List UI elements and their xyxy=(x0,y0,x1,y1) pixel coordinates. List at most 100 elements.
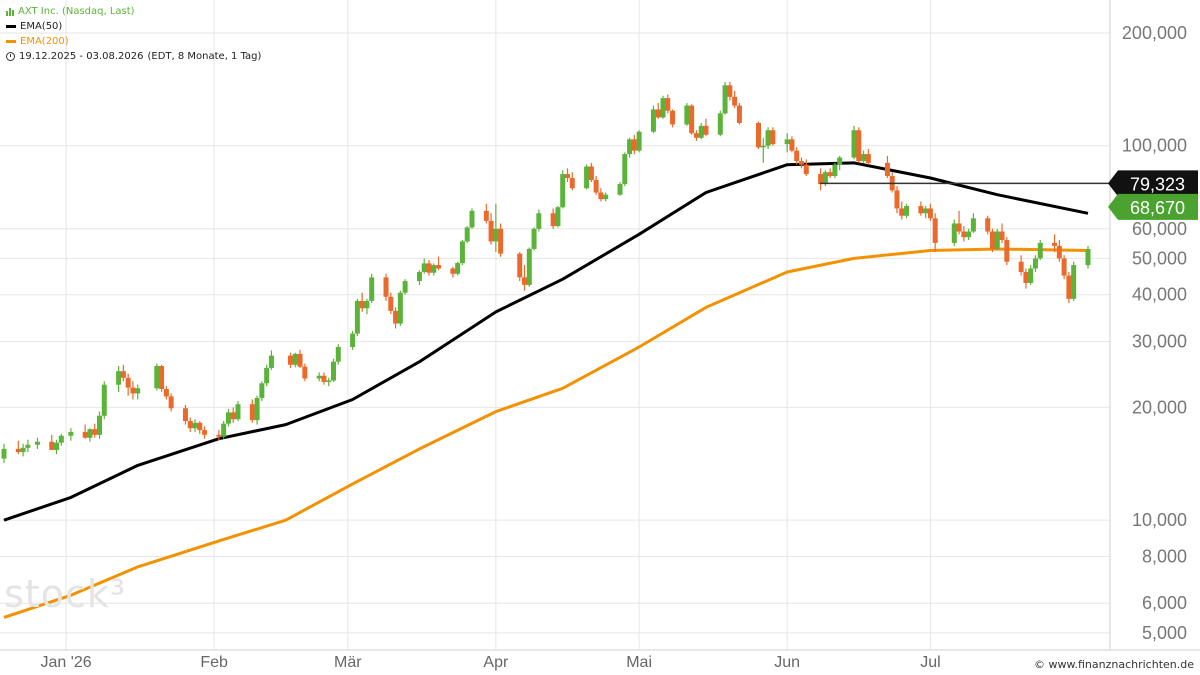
candle-body xyxy=(564,174,570,178)
ema50-last-tag xyxy=(1108,170,1198,197)
candle-body xyxy=(34,441,40,445)
candle-body xyxy=(918,206,924,214)
candle-body xyxy=(865,154,871,163)
candle-body xyxy=(851,130,857,158)
candle-body xyxy=(450,268,456,274)
y-tick-label: 40,000 xyxy=(1132,285,1187,305)
grid xyxy=(0,0,1200,651)
candle-body xyxy=(369,277,375,301)
candle-body xyxy=(292,353,298,365)
candle-body xyxy=(359,300,365,309)
candle-body xyxy=(517,253,523,278)
candle-body xyxy=(87,429,93,438)
candlestick-series xyxy=(1,81,1091,464)
candle-body xyxy=(584,166,590,189)
legend-ema200-label: EMA(200) xyxy=(20,36,69,47)
ema200-line xyxy=(3,247,1089,619)
candle-body xyxy=(703,125,709,135)
candle-body xyxy=(302,366,308,379)
candle-body xyxy=(803,164,809,175)
y-tick-label: 6,000 xyxy=(1142,593,1187,613)
candle-body xyxy=(54,442,60,450)
candle-body xyxy=(202,430,208,435)
y-tick-label: 50,000 xyxy=(1132,248,1187,268)
candle-body xyxy=(550,213,556,227)
candle-body xyxy=(297,353,303,367)
candle-body xyxy=(555,207,561,227)
candle-body xyxy=(588,166,594,180)
candle-body xyxy=(722,85,728,114)
candle-body xyxy=(736,105,742,123)
candle-body xyxy=(498,228,504,254)
ema50-last-value: 79,323 xyxy=(1130,174,1185,194)
legend-ema50-label: EMA(50) xyxy=(20,21,63,32)
ema50-series xyxy=(3,161,1089,522)
candle-body xyxy=(197,422,203,431)
candle-body xyxy=(159,366,165,390)
candle-body xyxy=(569,177,575,189)
candle-body xyxy=(689,105,695,134)
candle-body xyxy=(1061,258,1067,276)
candle-body xyxy=(1066,275,1072,299)
candle-body xyxy=(483,210,489,221)
candle-body xyxy=(58,435,64,443)
candle-body xyxy=(421,263,427,272)
candle-body xyxy=(999,231,1005,241)
legend-ema200[interactable]: EMA(200) xyxy=(6,34,261,49)
candle-body xyxy=(927,208,933,219)
candle-body xyxy=(182,408,188,421)
last-price-tag xyxy=(1108,193,1198,220)
source-label: © www.finanznachrichten.de xyxy=(1032,658,1196,671)
candle-body xyxy=(49,441,55,450)
candle-body xyxy=(455,263,461,274)
candle-body xyxy=(732,96,738,106)
candle-body xyxy=(884,162,890,177)
candle-body xyxy=(665,98,671,111)
candle-body xyxy=(488,220,494,242)
candle-body xyxy=(321,375,327,382)
candle-body xyxy=(904,206,910,216)
candle-body xyxy=(593,179,599,193)
candle-body xyxy=(1028,268,1034,283)
candle-body xyxy=(989,231,995,249)
candle-body xyxy=(856,130,862,162)
y-axis: 5,000 6,000 8,000 10,000 20,000 30,000 40,000 5… xyxy=(1122,23,1187,643)
ema200-swatch xyxy=(6,40,16,43)
candle-body xyxy=(603,194,609,200)
candle-body xyxy=(397,292,403,324)
candle-body xyxy=(436,265,442,269)
legend-range[interactable]: 19.12.2025 - 03.08.2026 (EDT, 8 Monate, … xyxy=(6,49,261,64)
candle-body xyxy=(364,300,370,309)
candle-body xyxy=(536,213,542,229)
candle-body xyxy=(760,145,766,148)
candle-body xyxy=(493,228,499,242)
candle-body xyxy=(660,98,666,118)
candle-body xyxy=(693,133,699,138)
legend-ema50[interactable]: EMA(50) xyxy=(6,19,261,34)
candle-body xyxy=(187,420,193,429)
candle-body xyxy=(221,423,227,437)
candle-body xyxy=(1004,240,1010,262)
candle-body xyxy=(1085,248,1091,266)
candle-body xyxy=(717,113,723,135)
candle-body xyxy=(388,296,394,311)
y-tick-label: 20,000 xyxy=(1132,397,1187,417)
x-tick-label: Mär xyxy=(334,654,362,671)
candle-body xyxy=(216,434,222,437)
candle-body xyxy=(402,281,408,293)
candle-body xyxy=(249,404,255,421)
ema50-line xyxy=(3,161,1089,522)
candle-body xyxy=(101,384,107,416)
candle-body xyxy=(459,241,465,264)
candle-body xyxy=(464,227,470,242)
legend-ticker[interactable]: AXT Inc. (Nasdaq, Last) xyxy=(6,4,261,19)
candle-body xyxy=(894,190,900,209)
candle-body xyxy=(330,361,336,381)
candle-body xyxy=(354,300,360,334)
candle-body xyxy=(956,223,962,232)
candle-body xyxy=(335,347,341,362)
candle-body xyxy=(25,444,31,448)
ema200-series xyxy=(3,247,1089,619)
candle-body xyxy=(770,130,776,145)
